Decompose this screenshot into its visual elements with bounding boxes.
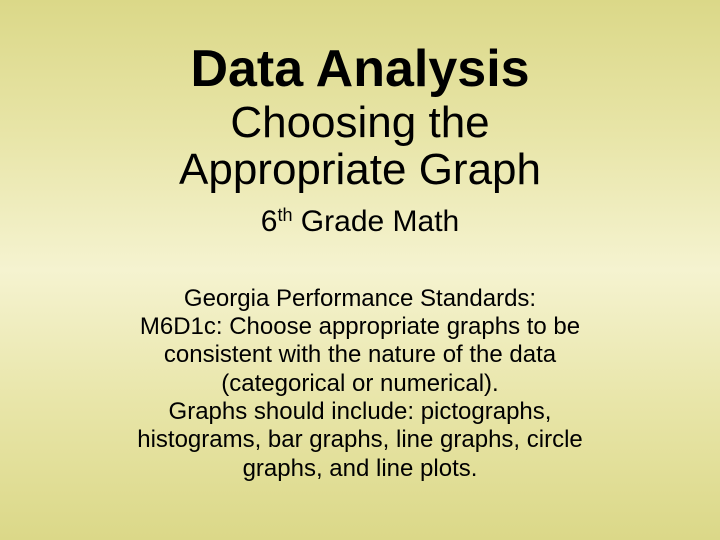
body-line-6: histograms, bar graphs, line graphs, cir… [137,426,583,453]
subtitle-line-2: Appropriate Graph [179,145,541,194]
body-line-1: Georgia Performance Standards: [184,285,536,312]
slide-container: Data Analysis Choosing the Appropriate G… [0,0,720,540]
grade-number: 6 [261,205,278,238]
body-line-3: consistent with the nature of the data [164,341,556,368]
grade-label: Grade Math [292,205,459,238]
standards-text: Georgia Performance Standards: M6D1c: Ch… [0,285,720,483]
slide-subtitle: Choosing the Appropriate Graph [0,99,720,194]
body-line-4: (categorical or numerical). [221,370,498,397]
body-line-7: graphs, and line plots. [243,455,478,482]
grade-ordinal: th [277,205,292,225]
body-line-5: Graphs should include: pictographs, [169,398,552,425]
slide-title: Data Analysis [0,42,720,97]
subtitle-line-1: Choosing the [230,98,489,147]
grade-level: 6th Grade Math [0,204,720,239]
body-line-2: M6D1c: Choose appropriate graphs to be [140,313,580,340]
